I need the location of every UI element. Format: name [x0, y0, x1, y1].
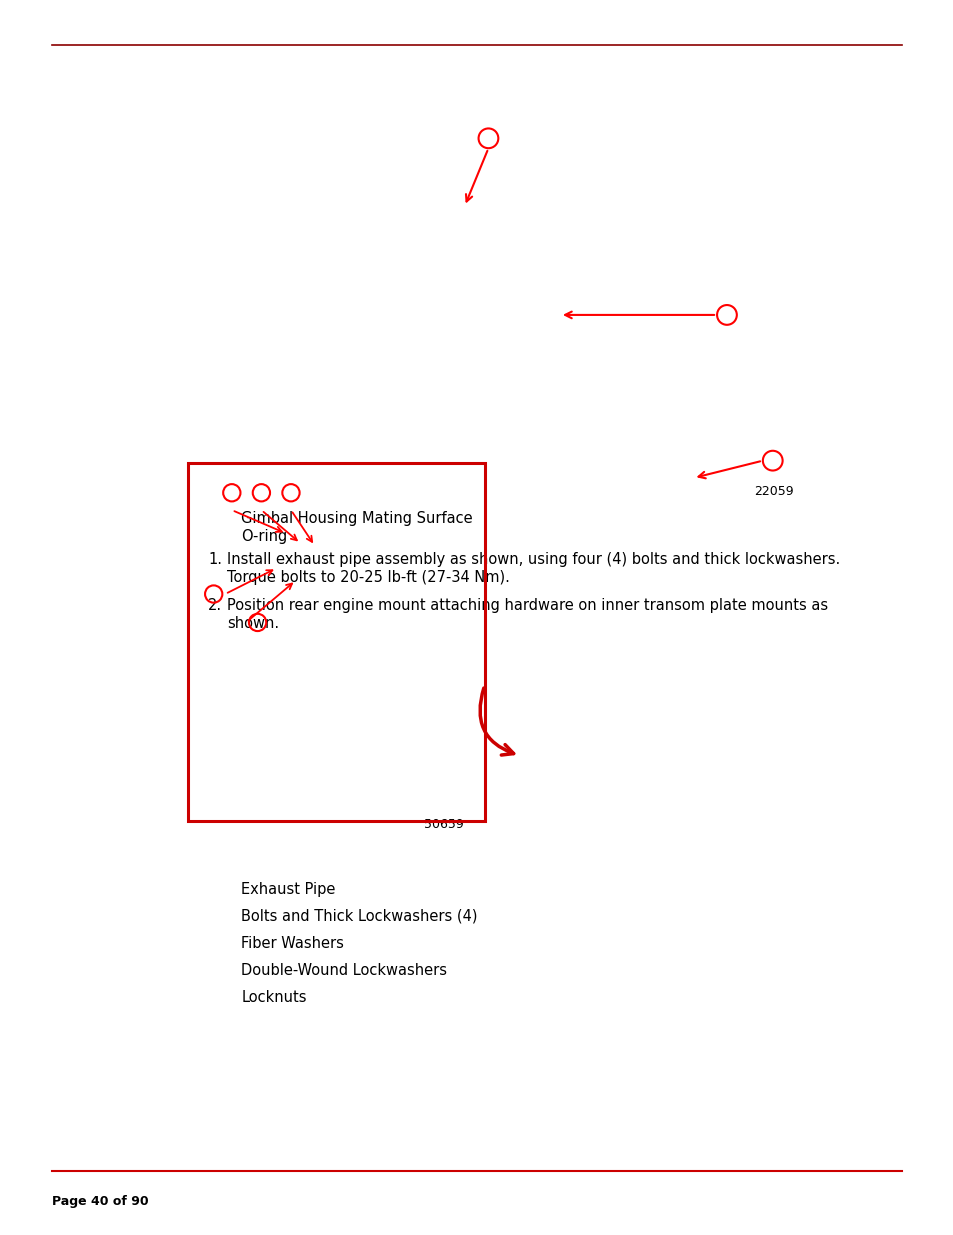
FancyArrowPatch shape: [479, 688, 513, 755]
Text: 22059: 22059: [754, 485, 794, 499]
Text: Locknuts: Locknuts: [241, 990, 307, 1005]
Bar: [188, 463, 484, 821]
Bar: [503, 463, 783, 821]
Text: Position rear engine mount attaching hardware on inner transom plate mounts as: Position rear engine mount attaching har…: [227, 598, 827, 613]
Text: Bolts and Thick Lockwashers (4): Bolts and Thick Lockwashers (4): [241, 909, 477, 924]
Text: Install exhaust pipe assembly as shown, using four (4) bolts and thick lockwashe: Install exhaust pipe assembly as shown, …: [227, 552, 840, 567]
Text: 1.: 1.: [208, 552, 222, 567]
Text: 50659: 50659: [423, 818, 463, 831]
Text: 2.: 2.: [208, 598, 222, 613]
Text: Fiber Washers: Fiber Washers: [241, 936, 344, 951]
Text: Page 40 of 90: Page 40 of 90: [52, 1195, 149, 1208]
Bar: [278, 85, 713, 473]
Text: Gimbal Housing Mating Surface: Gimbal Housing Mating Surface: [241, 511, 473, 526]
Text: Torque bolts to 20-25 lb-ft (27-34 Nm).: Torque bolts to 20-25 lb-ft (27-34 Nm).: [227, 571, 510, 585]
Text: Double-Wound Lockwashers: Double-Wound Lockwashers: [241, 963, 447, 978]
Text: O-ring: O-ring: [241, 530, 287, 545]
Text: shown.: shown.: [227, 616, 279, 631]
Text: Exhaust Pipe: Exhaust Pipe: [241, 882, 335, 897]
Bar: [188, 463, 484, 821]
